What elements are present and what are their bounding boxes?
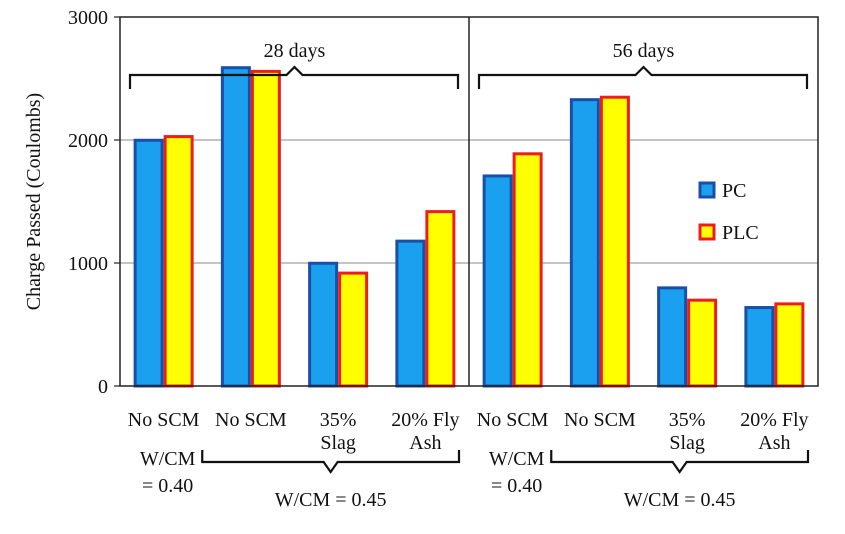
legend-swatch-plc [698,223,716,241]
bar-plc-1 [163,135,194,388]
x-label-p1-3-line2: Slag [320,432,356,454]
x-label-p2-1-line1: No SCM [477,409,549,431]
bar-pc-7 [657,286,688,388]
legend-label-pc: PC [722,180,746,202]
group-label-040-p1-line2: = 0.40 [142,475,193,497]
x-label-p1-2-line1: No SCM [215,409,287,431]
y-axis: 0 1000 2000 3000 Charge Passed (Coulombs) [23,7,120,398]
panel-label-1: 28 days [264,40,326,62]
x-label-p1-1-line1: No SCM [128,409,200,431]
panel-labels: 28 days 56 days [128,37,809,89]
panel-bracket-2 [477,65,809,89]
legend: PC PLC [698,180,759,244]
bar-pc-6 [569,98,600,388]
bar-plc-3 [338,271,369,388]
bar-plc-8 [774,302,805,388]
x-label-p2-3-line2: Slag [669,432,705,454]
y-tick-label-0: 0 [98,376,108,398]
group-labels: W/CM = 0.40 W/CM = 0.45 W/CM = 0.40 W/CM = 0.… [140,448,810,511]
x-label-p1-4-line2: Ash [409,432,441,454]
bar-plc-2 [250,69,281,388]
panel-label-bg-2 [595,37,692,63]
bar-pc-3 [308,261,339,388]
legend-swatch-pc [698,181,716,199]
bar-pc-4 [395,239,426,388]
x-label-p2-4-line2: Ash [758,432,790,454]
panel-label-bg-1 [246,37,343,63]
group-brace-p2 [550,450,810,474]
x-label-p2-2-line1: No SCM [564,409,636,431]
legend-label-plc: PLC [722,222,759,244]
group-label-045-p2: W/CM = 0.45 [624,489,736,511]
group-brace-p1 [201,450,461,474]
y-tick-label-1000: 1000 [68,253,108,275]
group-label-040-p1-line1: W/CM [140,448,196,470]
panel-label-2: 56 days [613,40,675,62]
bar-pc-1 [133,138,164,388]
bar-pc-5 [482,174,513,388]
x-label-p1-4-line1: 20% Fly [391,409,459,431]
group-label-045-p1: W/CM = 0.45 [275,489,387,511]
group-label-040-p2-line1: W/CM [489,448,545,470]
bar-plc-7 [687,298,718,388]
y-tick-label-3000: 3000 [68,7,108,29]
y-axis-title: Charge Passed (Coulombs) [23,93,45,310]
x-label-p1-3-line1: 35% [320,409,357,431]
bars [133,66,805,388]
bar-pc-8 [744,306,775,388]
bar-plc-4 [425,210,456,388]
bar-plc-6 [599,95,630,388]
plot-frame [119,16,819,387]
y-tick-label-2000: 2000 [68,130,108,152]
bar-plc-5 [512,152,543,388]
x-label-p2-4-line1: 20% Fly [740,409,808,431]
panel-bracket-1 [128,65,460,89]
group-label-040-p2-line2: = 0.40 [491,475,542,497]
x-label-p2-3-line1: 35% [669,409,706,431]
bar-pc-2 [220,66,251,388]
